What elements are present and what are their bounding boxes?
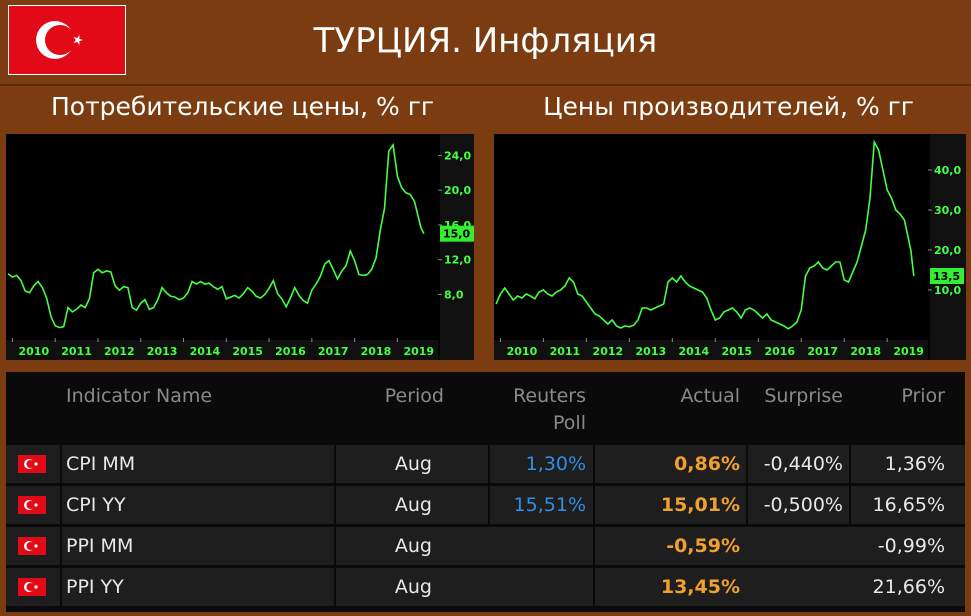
indicator-name: CPI YY — [66, 494, 126, 516]
ppi-chart-svg: 10,0 20,0 30,0 40,0 2010 2011 2012 2013 2014 2015… — [494, 134, 966, 360]
y-tick-label: 12,0 — [444, 254, 471, 267]
x-tick-label: 2018 — [850, 345, 881, 358]
x-tick-label: 2015 — [721, 345, 752, 358]
header-indicator-name: Indicator Name — [66, 385, 213, 407]
prior-cell: 16,65% — [872, 494, 945, 516]
x-tick-label: 2012 — [104, 345, 135, 358]
prior-cell: 1,36% — [884, 453, 945, 475]
period-cell: Aug — [394, 576, 432, 598]
x-axis-panel — [494, 340, 928, 360]
header-bar: ТУРЦИЯ. Инфляция — [0, 0, 971, 78]
subtitle-bar: Потребительские цены, % гг Цены производ… — [0, 84, 971, 134]
header-reuters: Reuters — [513, 385, 586, 407]
poll-cell: 1,30% — [525, 453, 586, 475]
last-value-label: 15,0 — [443, 228, 470, 241]
header-surprise: Surprise — [764, 385, 843, 407]
header-prior: Prior — [901, 385, 945, 407]
actual-cell: 15,01% — [660, 494, 740, 516]
x-tick-label: 2014 — [190, 345, 221, 358]
x-axis-panel — [6, 340, 438, 360]
x-tick-label: 2019 — [403, 345, 434, 358]
y-axis-panel — [440, 134, 474, 360]
surprise-cell: -0,440% — [763, 453, 843, 475]
x-tick-label: 2019 — [893, 345, 924, 358]
x-tick-label: 2010 — [507, 345, 538, 358]
x-tick-label: 2010 — [18, 345, 49, 358]
header-actual: Actual — [680, 385, 740, 407]
actual-cell: 0,86% — [674, 453, 740, 475]
table-row[interactable]: PPI YY Aug 13,45% 21,66% — [6, 568, 965, 606]
x-tick-label: 2014 — [678, 345, 709, 358]
y-tick-label: 20,0 — [934, 244, 961, 257]
turkey-flag-icon — [18, 537, 46, 555]
x-tick-label: 2012 — [593, 345, 624, 358]
series-line — [7, 142, 425, 329]
turkey-flag-icon — [18, 578, 46, 596]
cpi-chart-title: Потребительские цены, % гг — [51, 92, 434, 121]
actual-cell: -0,59% — [666, 535, 740, 557]
x-tick-label: 2011 — [61, 345, 92, 358]
table-row[interactable]: CPI MM Aug 1,30% 0,86% -0,440% 1,36% — [6, 445, 965, 483]
y-tick-label: 8,0 — [444, 289, 464, 302]
indicator-name: CPI MM — [66, 453, 136, 475]
turkey-flag-icon — [8, 5, 126, 75]
actual-cell: 13,45% — [660, 576, 740, 598]
last-value-marker — [930, 268, 964, 284]
series-line — [495, 139, 915, 330]
x-tick-label: 2013 — [636, 345, 667, 358]
page-title: ТУРЦИЯ. Инфляция — [313, 21, 658, 61]
table-row[interactable]: CPI YY Aug 15,51% 15,01% -0,500% 16,65% — [6, 486, 965, 524]
surprise-cell: -0,500% — [763, 494, 843, 516]
period-cell: Aug — [394, 453, 432, 475]
prior-cell: -0,99% — [877, 535, 945, 557]
y-axis-panel — [930, 134, 966, 360]
x-tick-label: 2011 — [550, 345, 581, 358]
indicator-name: PPI MM — [66, 535, 134, 557]
x-tick-label: 2016 — [275, 345, 306, 358]
y-tick-label: 10,0 — [934, 284, 961, 297]
table-row[interactable]: PPI MM Aug -0,59% -0,99% — [6, 527, 965, 565]
header-period: Period — [384, 385, 444, 407]
cpi-chart: 8,0 12,0 16,0 20,0 24,0 2010 2011 2012 2013 2014 2… — [6, 134, 474, 360]
y-tick-label: 40,0 — [934, 164, 961, 177]
ppi-chart: 10,0 20,0 30,0 40,0 2010 2011 2012 2013 2014 2015… — [494, 134, 966, 360]
turkey-flag-icon — [18, 455, 46, 473]
period-cell: Aug — [394, 535, 432, 557]
x-tick-label: 2017 — [318, 345, 349, 358]
x-tick-label: 2017 — [807, 345, 838, 358]
indicator-table: Indicator Name Period Reuters Poll Actua… — [6, 372, 965, 612]
x-tick-label: 2016 — [764, 345, 795, 358]
period-cell: Aug — [394, 494, 432, 516]
x-tick-label: 2015 — [232, 345, 263, 358]
prior-cell: 21,66% — [872, 576, 945, 598]
x-tick-label: 2018 — [361, 345, 392, 358]
x-tick-label: 2013 — [147, 345, 178, 358]
header-poll: Poll — [553, 412, 586, 434]
ppi-chart-title: Цены производителей, % гг — [543, 92, 914, 121]
y-tick-label: 24,0 — [444, 149, 471, 162]
last-value-label: 13,5 — [933, 270, 960, 283]
y-tick-label: 30,0 — [934, 204, 961, 217]
poll-cell: 15,51% — [513, 494, 586, 516]
indicator-name: PPI YY — [66, 576, 124, 598]
last-value-marker — [440, 225, 474, 242]
y-tick-label: 20,0 — [444, 184, 471, 197]
turkey-flag-icon — [18, 496, 46, 514]
